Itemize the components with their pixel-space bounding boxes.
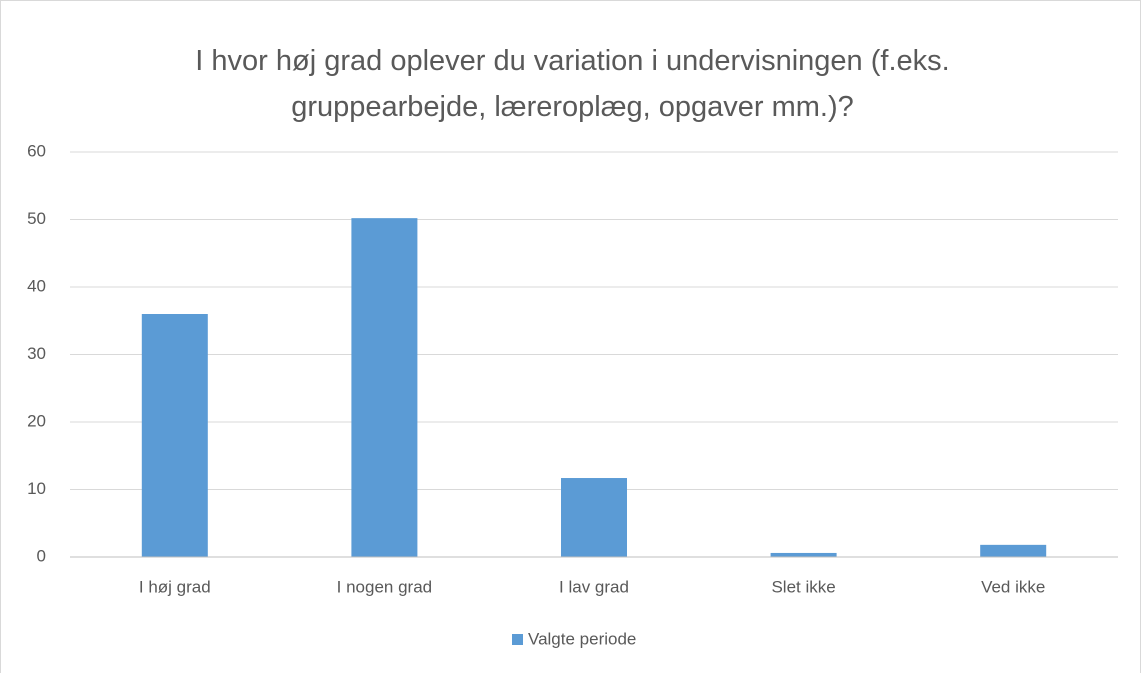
y-tick-label: 10 — [27, 479, 46, 498]
bar — [351, 218, 418, 557]
x-tick-label: I høj grad — [139, 577, 211, 596]
y-tick-label: 40 — [27, 276, 46, 295]
legend-swatch — [512, 634, 523, 645]
x-tick-label: I nogen grad — [337, 577, 432, 596]
chart-title: I hvor høj grad oplever du variation i u… — [195, 45, 950, 123]
x-tick-label: Ved ikke — [981, 577, 1045, 596]
y-tick-label: 60 — [27, 141, 46, 160]
bar — [980, 544, 1047, 557]
x-tick-label: Slet ikke — [771, 577, 835, 596]
y-tick-label: 20 — [27, 411, 46, 430]
bar — [770, 552, 837, 557]
bar — [561, 478, 627, 557]
x-tick-label: I lav grad — [559, 577, 629, 596]
y-tick-label: 50 — [27, 209, 46, 228]
y-tick-label: 30 — [27, 344, 46, 363]
y-tick-label: 0 — [37, 546, 46, 565]
legend-label: Valgte periode — [528, 629, 636, 648]
bar — [141, 314, 208, 557]
